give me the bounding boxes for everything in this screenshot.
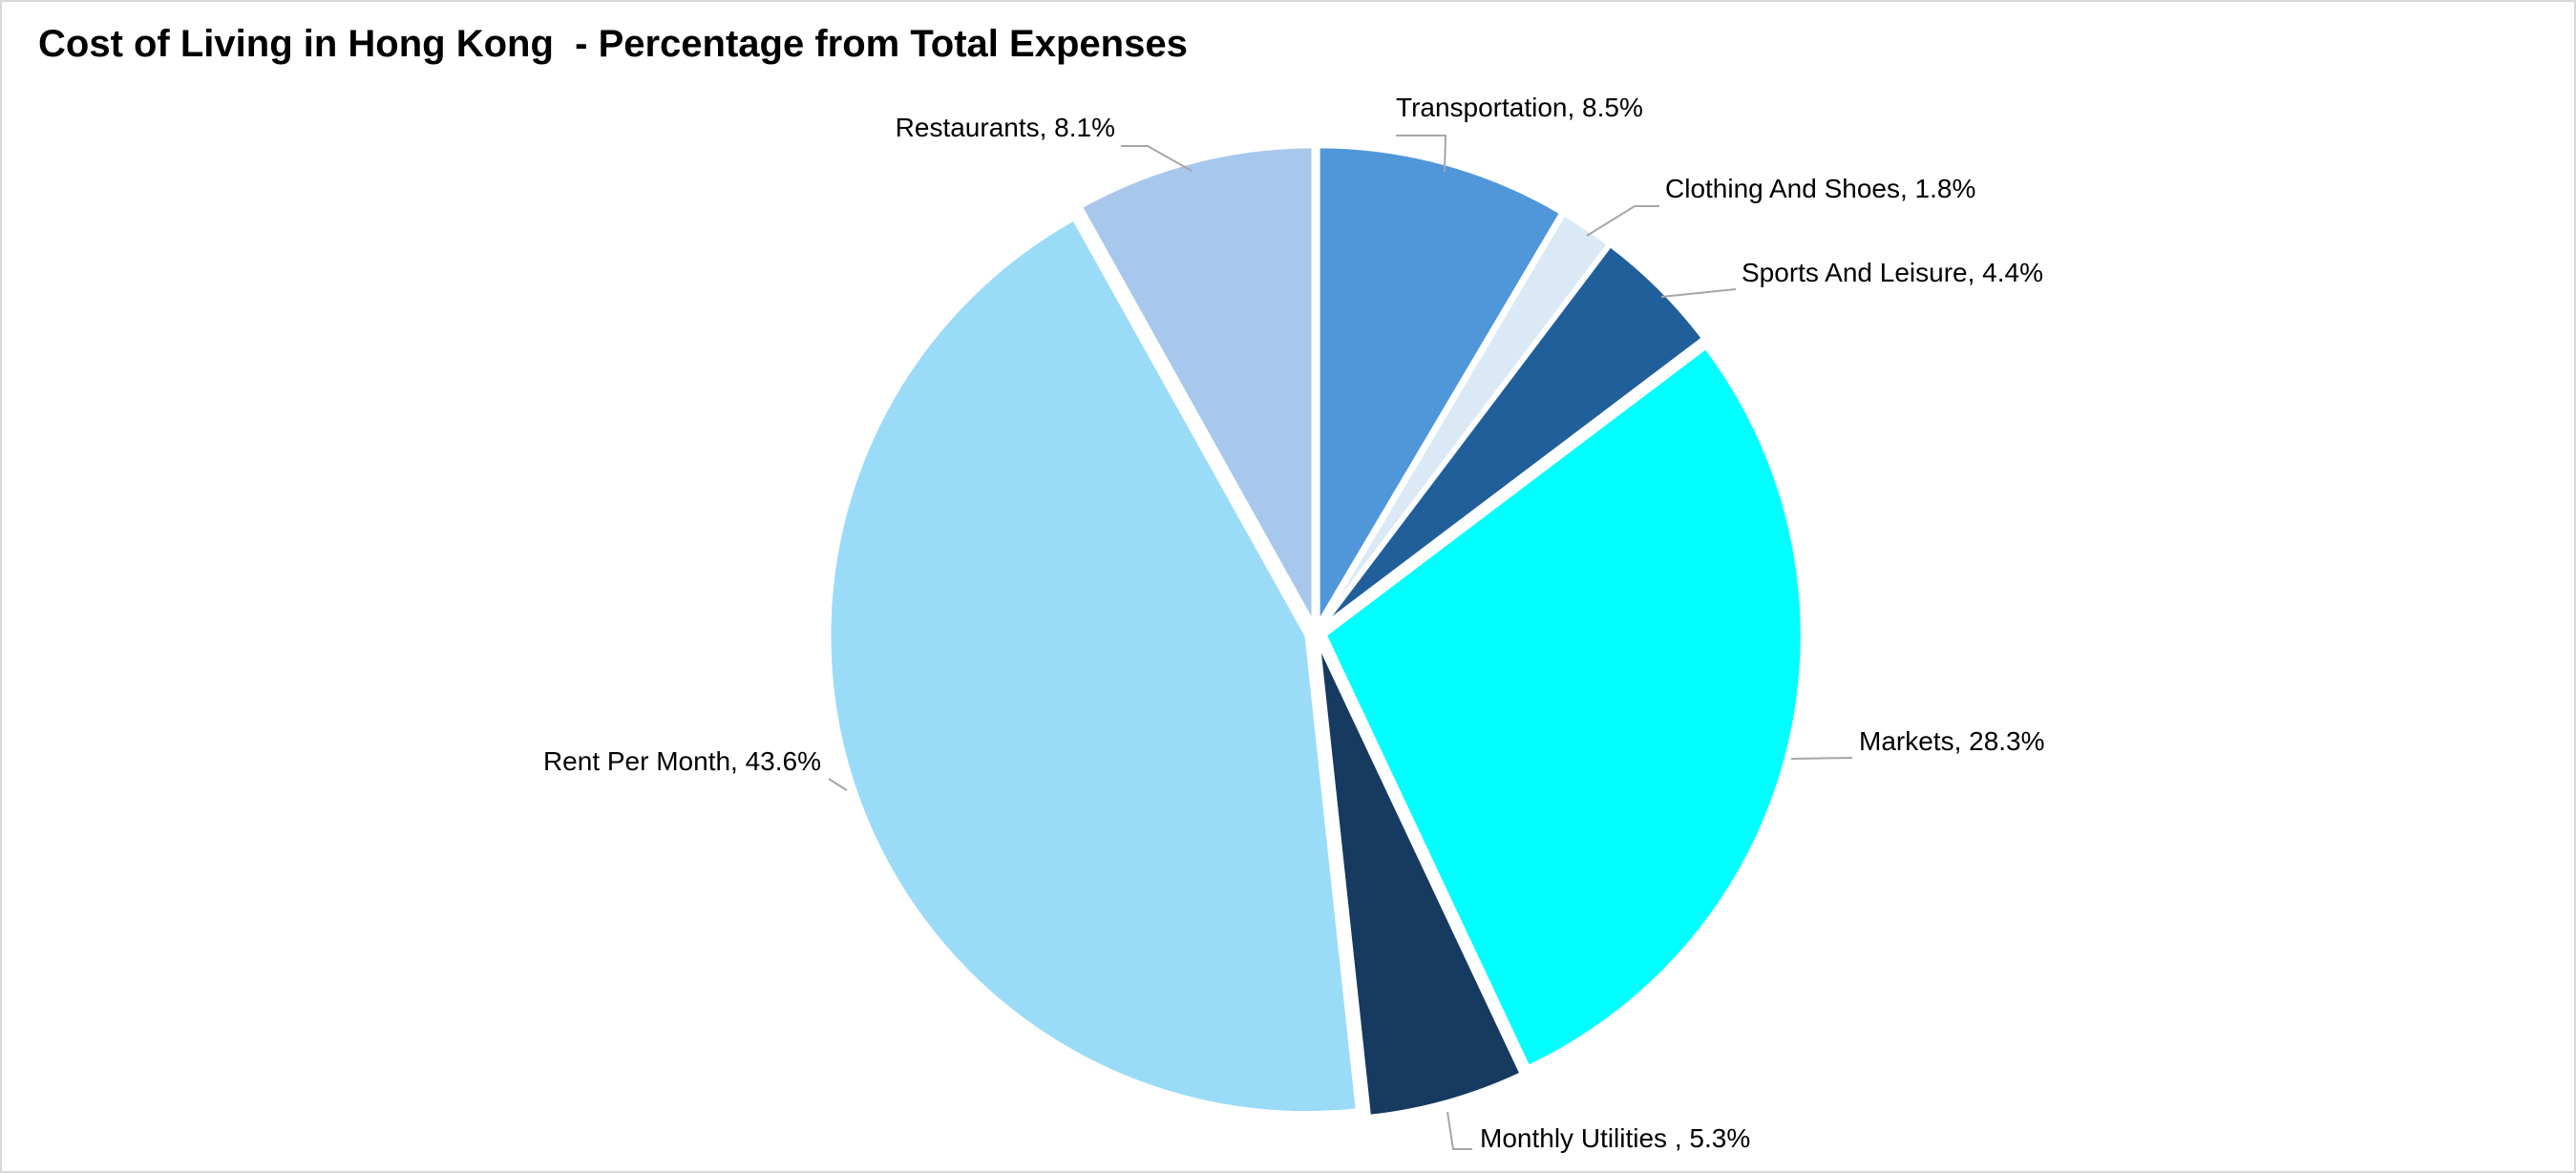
pie-slice-sports-and-leisure xyxy=(1320,242,1706,628)
data-label-markets: Markets, 28.3% xyxy=(1859,726,2045,756)
data-label-sports-and-leisure: Sports And Leisure, 4.4% xyxy=(1742,258,2043,287)
data-label-transportation: Transportation, 8.5% xyxy=(1396,93,1643,122)
leader-line-transportation xyxy=(1396,135,1447,173)
data-label-rent-per-month: Rent Per Month, 43.6% xyxy=(543,746,821,776)
leader-line-restaurants xyxy=(1121,145,1193,172)
leader-line-markets xyxy=(1790,757,1853,760)
leader-line-rent-per-month xyxy=(828,778,848,791)
pie-slice-markets xyxy=(1322,345,1805,1070)
data-label-restaurants: Restaurants, 8.1% xyxy=(896,113,1115,142)
data-label-clothing-and-shoes: Clothing And Shoes, 1.8% xyxy=(1665,174,1975,203)
data-label-monthly-utilities: Monthly Utilities , 5.3% xyxy=(1480,1123,1750,1153)
pie-slice-rent-per-month xyxy=(827,216,1360,1116)
leader-line-monthly-utilities xyxy=(1446,1111,1472,1150)
chart-title: Cost of Living in Hong Kong - Percentage… xyxy=(38,23,1188,65)
leader-line-clothing-and-shoes xyxy=(1586,205,1659,237)
pie-slice-monthly-utilities xyxy=(1316,640,1525,1119)
leader-line-sports-and-leisure xyxy=(1660,288,1737,298)
pie-slice-restaurants xyxy=(1078,144,1316,632)
